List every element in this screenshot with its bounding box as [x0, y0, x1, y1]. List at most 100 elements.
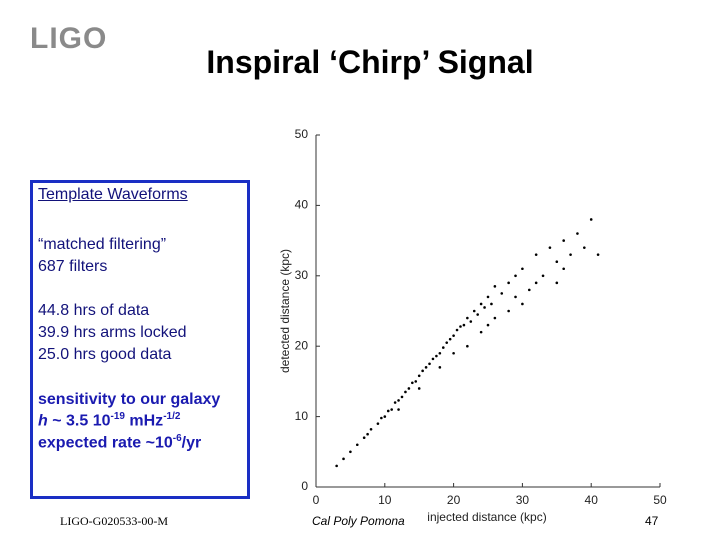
text: -6 — [172, 433, 182, 444]
point — [438, 351, 442, 355]
point — [521, 267, 524, 271]
point — [455, 328, 459, 332]
point — [469, 320, 473, 323]
point — [472, 309, 476, 313]
y-tick-label: 50 — [295, 127, 309, 141]
point — [479, 330, 483, 334]
point — [589, 218, 593, 221]
point — [369, 427, 373, 431]
point — [541, 274, 545, 278]
text-line: h ~ 3.5 10-19 mHz-1/2 — [38, 411, 180, 430]
point — [514, 274, 517, 278]
point — [576, 232, 579, 235]
point — [383, 415, 387, 418]
footer-text: Cal Poly Pomona — [312, 514, 405, 528]
point — [411, 381, 414, 385]
point — [438, 366, 442, 369]
point — [362, 436, 366, 440]
point — [397, 408, 400, 411]
text-line: 39.9 hrs arms locked — [38, 324, 187, 341]
point — [355, 443, 359, 447]
doc-id: LIGO-G020533-00-M — [60, 514, 168, 528]
point — [431, 357, 435, 361]
point — [490, 302, 493, 306]
point — [335, 464, 338, 468]
point — [435, 354, 438, 358]
x-tick-label: 10 — [378, 493, 392, 507]
y-tick-label: 0 — [301, 479, 308, 493]
point — [486, 323, 490, 327]
text-line: 44.8 hrs of data — [38, 302, 150, 319]
point — [393, 401, 397, 404]
point — [428, 362, 431, 366]
page-number: 47 — [645, 514, 659, 528]
point — [466, 316, 469, 320]
heading: Template Waveforms — [38, 186, 188, 203]
point — [342, 457, 345, 461]
point — [548, 246, 552, 249]
point — [466, 344, 469, 348]
point — [452, 351, 455, 355]
slide-title: Inspiral ‘Chirp’ Signal — [206, 44, 534, 80]
point — [562, 239, 565, 242]
text: ~ 3.5 10 — [47, 412, 111, 430]
point — [507, 309, 510, 313]
point — [462, 323, 466, 327]
point — [493, 285, 497, 288]
point — [380, 416, 383, 420]
logo: LIGO — [30, 22, 108, 55]
y-tick-label: 20 — [295, 338, 309, 352]
point — [424, 366, 428, 369]
point — [459, 325, 462, 328]
text-line: 25.0 hrs good data — [38, 346, 172, 363]
point — [448, 337, 452, 341]
point — [452, 334, 455, 337]
text-line: expected rate ~10-6/yr — [38, 433, 201, 452]
point — [441, 346, 445, 349]
point — [562, 267, 565, 271]
y-tick-label: 30 — [295, 268, 309, 282]
point — [476, 313, 479, 316]
text: h — [38, 412, 48, 430]
text: expected rate ~10 — [38, 434, 173, 452]
point — [417, 387, 421, 390]
point — [407, 387, 411, 390]
point — [400, 395, 404, 399]
point — [521, 302, 524, 306]
point — [445, 341, 449, 344]
text: /yr — [181, 434, 202, 452]
point — [534, 253, 538, 256]
point — [555, 281, 559, 285]
point — [596, 253, 600, 256]
point — [404, 390, 407, 394]
point — [534, 281, 538, 285]
point — [366, 432, 369, 436]
x-tick-label: 40 — [585, 493, 599, 507]
point — [479, 302, 483, 306]
point — [483, 306, 486, 309]
point — [376, 422, 380, 425]
text-box: Template Waveforms “matched filtering” 6… — [30, 180, 250, 499]
point — [527, 288, 531, 292]
point — [486, 295, 490, 299]
point — [386, 409, 390, 413]
y-axis-label: detected distance (kpc) — [278, 249, 292, 373]
point — [583, 246, 586, 249]
x-tick-label: 50 — [653, 493, 667, 507]
text: -19 — [110, 411, 125, 422]
point — [349, 450, 352, 454]
x-tick-label: 20 — [447, 493, 461, 507]
point — [569, 253, 572, 256]
text-line: “matched filtering” — [38, 236, 167, 253]
text: mHz — [124, 412, 164, 430]
x-tick-label: 30 — [516, 493, 530, 507]
text: -1/2 — [163, 411, 181, 422]
x-axis-label: injected distance (kpc) — [427, 510, 546, 524]
point — [507, 281, 510, 285]
y-tick-label: 40 — [295, 198, 309, 212]
point — [397, 399, 400, 402]
point — [555, 260, 559, 264]
point — [514, 295, 517, 299]
